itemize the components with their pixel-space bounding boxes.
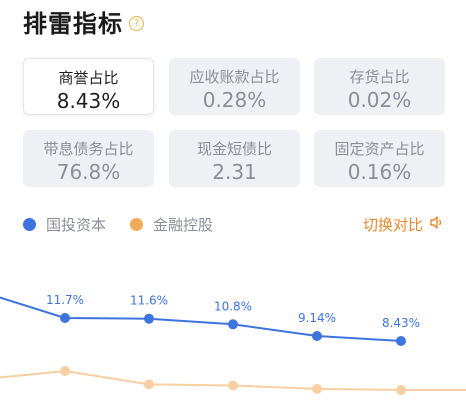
metric-card-inventory[interactable]: 存货占比 0.02% [314,58,445,115]
series2-point[interactable] [228,380,238,391]
series1-point[interactable] [228,319,238,330]
legend-item-series1[interactable]: 国投资本 [23,214,106,235]
metric-card-goodwill[interactable]: 商誉占比 8.43% [23,58,154,115]
series2-point[interactable] [396,385,406,395]
help-icon[interactable]: ? [129,15,144,31]
metric-card-receivables[interactable]: 应收账款占比 0.28% [169,58,300,115]
metric-card-fixed-assets[interactable]: 固定资产占比 0.16% [314,130,445,187]
metric-label: 固定资产占比 [334,140,425,158]
speaker-icon [429,215,444,234]
switch-compare-label: 切换对比 [362,216,423,234]
metric-value: 0.28% [202,88,267,112]
series1-data-label: 11.6% [130,294,168,308]
series1-point[interactable] [144,313,154,324]
metric-card-interest-debt[interactable]: 带息债务占比 76.8% [23,130,154,187]
legend-dot-series2 [130,218,144,231]
series1-point[interactable] [312,331,322,341]
series1-data-label: 10.8% [214,299,252,313]
metric-card-cash-short-debt[interactable]: 现金短债比 2.31 [169,130,300,187]
series1-data-label: 9.14% [298,311,336,325]
series1-data-label: 11.7% [46,293,84,307]
series1-line [0,296,402,342]
metric-label: 商誉占比 [58,69,119,87]
metric-value: 0.02% [347,88,412,112]
metric-value: 2.31 [212,160,257,184]
metric-value: 8.43% [56,89,121,113]
legend-label-series2: 金融控股 [153,216,214,234]
metric-value: 76.8% [56,160,121,184]
legend-item-series2[interactable]: 金融控股 [130,214,213,235]
series2-point[interactable] [144,379,154,390]
series2-point[interactable] [60,366,70,376]
series1-data-label: 8.43% [382,316,420,330]
metric-label: 带息债务占比 [43,140,134,158]
metric-label: 应收账款占比 [189,68,280,86]
series2-point[interactable] [312,383,322,394]
metric-label: 存货占比 [349,68,410,86]
legend-label-series1: 国投资本 [46,216,107,234]
switch-compare-button[interactable]: 切换对比 [363,214,444,235]
section-title: 排雷指标 [23,10,123,38]
series1-point[interactable] [60,313,70,323]
series1-point[interactable] [396,336,406,346]
legend-dot-series1 [23,218,36,231]
chart-legend: 国投资本 金融控股 [23,214,237,235]
section-header: 排雷指标 ? [23,4,144,39]
metric-value: 0.16% [347,160,412,184]
metric-label: 现金短债比 [196,140,272,158]
